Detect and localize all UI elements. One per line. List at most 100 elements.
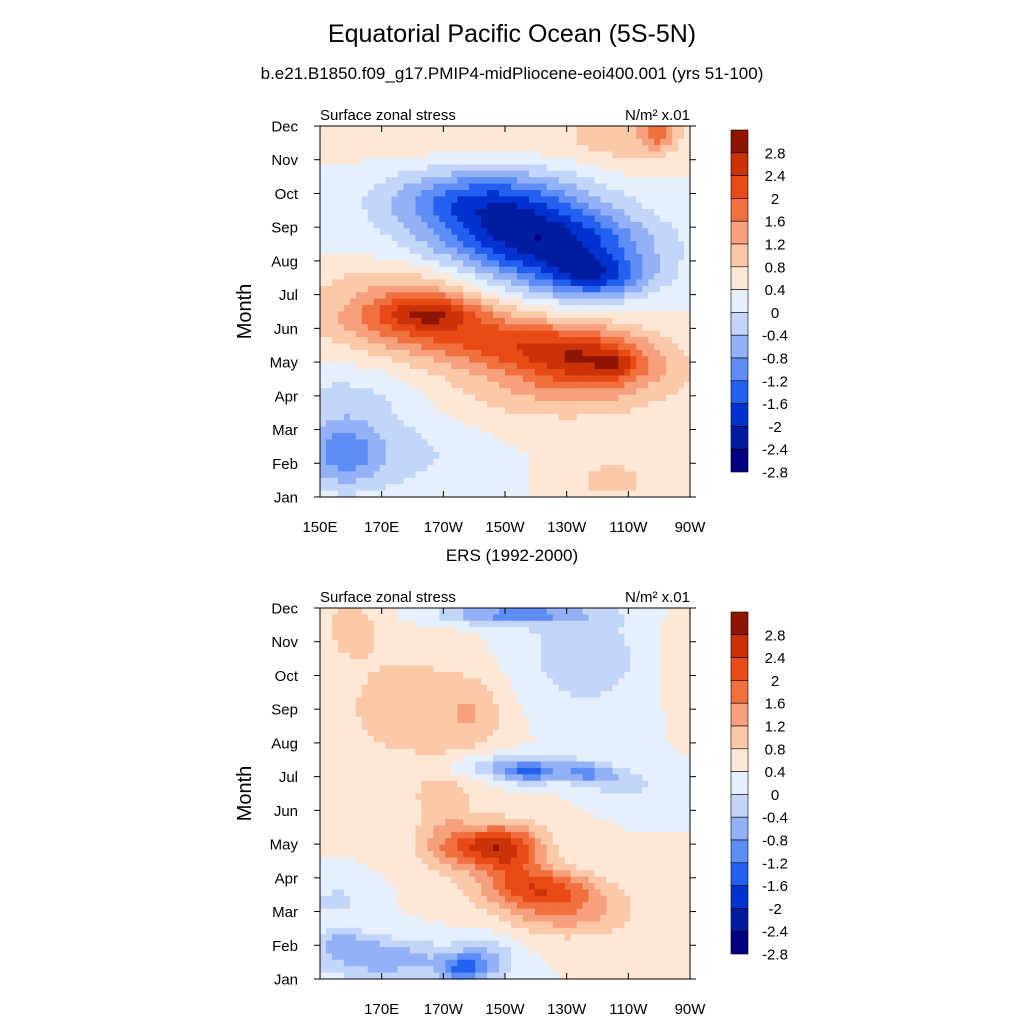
- field-cell: [337, 324, 345, 332]
- field-cell: [588, 202, 596, 210]
- field-cell: [612, 298, 619, 306]
- field-cell: [684, 477, 691, 485]
- field-cell: [588, 292, 596, 300]
- field-cell: [546, 266, 554, 274]
- field-cell: [325, 138, 333, 146]
- field-cell: [451, 369, 458, 377]
- field-cell: [320, 356, 327, 364]
- field-cell: [654, 484, 661, 492]
- field-cell: [606, 247, 614, 255]
- field-cell: [576, 215, 584, 223]
- field-cell: [564, 273, 572, 281]
- field-cell: [427, 381, 434, 389]
- field-cell: [505, 445, 512, 453]
- field-cell: [660, 157, 667, 165]
- field-cell: [361, 330, 369, 338]
- field-cell: [564, 196, 572, 204]
- field-cell: [391, 132, 399, 140]
- field-cell: [487, 253, 494, 261]
- field-cell: [576, 433, 584, 441]
- field-cell: [666, 221, 673, 229]
- field-cell: [337, 614, 345, 622]
- field-cell: [391, 678, 399, 686]
- field-cell: [582, 375, 590, 383]
- field-cell: [331, 620, 339, 628]
- field-cell: [337, 337, 345, 345]
- field-cell: [672, 324, 679, 332]
- field-cell: [528, 177, 536, 185]
- field-cell: [433, 215, 440, 223]
- model-subtitle: b.e21.B1850.f09_g17.PMIP4-midPliocene-eo…: [260, 64, 764, 83]
- field-cell: [534, 145, 542, 153]
- field-cell: [320, 742, 327, 750]
- field-cell: [361, 608, 369, 615]
- field-cell: [320, 452, 327, 460]
- field-cell: [343, 234, 351, 242]
- field-cell: [624, 132, 631, 140]
- field-cell: [528, 671, 536, 679]
- field-cell: [469, 620, 476, 628]
- field-cell: [576, 646, 584, 654]
- field-cell: [320, 292, 327, 300]
- field-cell: [618, 132, 625, 140]
- field-cell: [439, 189, 446, 197]
- field-cell: [666, 394, 673, 402]
- field-cell: [654, 164, 661, 172]
- field-cell: [325, 684, 333, 692]
- field-cell: [510, 266, 518, 274]
- field-cell: [546, 697, 554, 705]
- field-cell: [660, 228, 667, 236]
- field-cell: [624, 458, 631, 466]
- field-cell: [624, 678, 631, 686]
- field-cell: [624, 646, 631, 654]
- field-cell: [618, 420, 625, 428]
- field-cell: [570, 157, 578, 165]
- field-cell: [421, 145, 429, 153]
- field-cell: [499, 170, 506, 178]
- field-cell: [505, 639, 512, 647]
- field-cell: [331, 608, 339, 615]
- field-cell: [534, 356, 542, 364]
- field-cell: [445, 633, 452, 641]
- field-cell: [648, 723, 655, 731]
- field-cell: [684, 209, 691, 217]
- field-cell: [636, 279, 643, 287]
- field-cell: [505, 157, 512, 165]
- field-cell: [349, 627, 357, 635]
- field-cell: [397, 298, 405, 306]
- field-cell: [516, 209, 524, 217]
- field-cell: [373, 445, 381, 453]
- field-cell: [343, 356, 351, 364]
- field-cell: [481, 177, 488, 185]
- field-cell: [600, 401, 608, 409]
- field-cell: [522, 691, 530, 699]
- field-cell: [630, 215, 637, 223]
- month-label: Sep: [271, 220, 298, 237]
- field-cell: [642, 471, 649, 479]
- field-cell: [451, 697, 458, 705]
- field-cell: [457, 157, 464, 165]
- field-cell: [415, 729, 423, 737]
- field-cell: [391, 665, 399, 673]
- field-cell: [600, 234, 608, 242]
- field-cell: [487, 196, 494, 204]
- field-cell: [355, 170, 363, 178]
- field-cell: [564, 439, 572, 447]
- field-cell: [433, 126, 440, 133]
- field-cell: [684, 420, 691, 428]
- field-cell: [505, 703, 512, 711]
- field-cell: [320, 170, 327, 178]
- field-cell: [618, 471, 625, 479]
- field-cell: [325, 202, 333, 210]
- field-cell: [624, 369, 631, 377]
- field-cell: [552, 458, 560, 466]
- field-cell: [463, 324, 470, 332]
- field-cell: [654, 439, 661, 447]
- field-cell: [636, 164, 643, 172]
- field-cell: [654, 381, 661, 389]
- field-cell: [320, 138, 327, 146]
- field-cell: [320, 349, 327, 357]
- field-cell: [564, 490, 572, 498]
- field-cell: [630, 452, 637, 460]
- field-cell: [499, 330, 506, 338]
